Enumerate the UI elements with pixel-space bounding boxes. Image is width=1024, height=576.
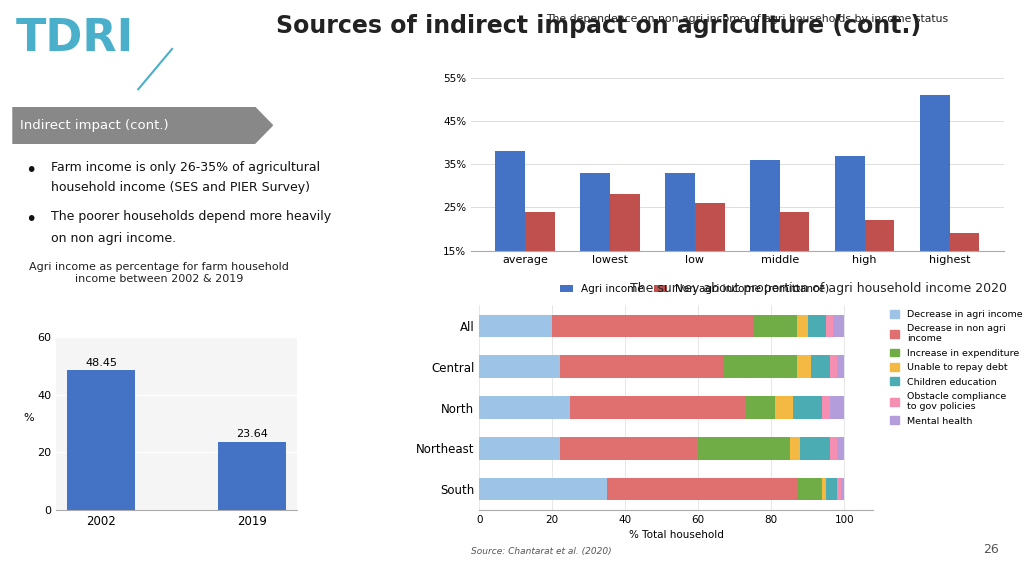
Bar	[525, 212, 555, 316]
Text: household income (SES and PIER Survey): household income (SES and PIER Survey)	[51, 181, 310, 195]
Bar	[479, 355, 559, 378]
Legend: Agri income, Non agri income (remittance): Agri income, Non agri income (remittance…	[556, 280, 834, 298]
Bar	[779, 212, 809, 316]
Bar	[790, 437, 801, 460]
Text: Source: Chantarat et al. (2020): Source: Chantarat et al. (2020)	[471, 547, 611, 556]
Bar	[949, 233, 979, 316]
Bar	[794, 396, 822, 419]
Bar	[479, 396, 570, 419]
Bar	[837, 437, 844, 460]
Legend: Decrease in agri income, Decrease in non agri
income, Increase in expenditure, U: Decrease in agri income, Decrease in non…	[886, 306, 1024, 429]
Bar	[835, 156, 864, 316]
Bar	[750, 160, 779, 316]
Bar	[837, 478, 841, 501]
Bar	[841, 478, 844, 501]
Text: •: •	[26, 161, 37, 180]
Bar	[775, 396, 794, 419]
Bar	[666, 173, 695, 316]
X-axis label: % Total household: % Total household	[629, 530, 724, 540]
Bar	[829, 355, 837, 378]
Bar	[552, 314, 753, 337]
Bar	[822, 478, 826, 501]
Bar	[920, 95, 949, 316]
Bar	[834, 314, 844, 337]
Bar	[698, 437, 790, 460]
Polygon shape	[12, 107, 273, 144]
Text: Farm income is only 26-35% of agricultural: Farm income is only 26-35% of agricultur…	[51, 161, 321, 175]
Y-axis label: %: %	[24, 414, 35, 423]
Bar	[745, 396, 775, 419]
Bar	[479, 478, 607, 501]
Bar	[724, 355, 797, 378]
Bar	[811, 355, 829, 378]
Bar	[610, 195, 640, 316]
Bar	[68, 370, 135, 510]
Text: 48.45: 48.45	[85, 358, 117, 368]
Bar	[559, 355, 724, 378]
Bar	[864, 221, 894, 316]
Text: 23.64: 23.64	[237, 429, 268, 439]
Bar	[797, 478, 822, 501]
Bar	[826, 478, 837, 501]
Bar	[496, 151, 525, 316]
Text: on non agri income.: on non agri income.	[51, 232, 176, 245]
Bar	[808, 314, 826, 337]
Bar	[797, 355, 811, 378]
Bar	[559, 437, 698, 460]
Text: The survey about proportion of agri household income 2020: The survey about proportion of agri hous…	[630, 282, 1007, 295]
Bar	[570, 396, 745, 419]
Bar	[826, 314, 834, 337]
Text: 26: 26	[983, 543, 998, 556]
Bar	[753, 314, 797, 337]
Bar	[479, 437, 559, 460]
Bar	[581, 173, 610, 316]
Bar	[829, 396, 844, 419]
Bar	[695, 203, 725, 316]
Text: The dependence on non agri income of agri households by income status: The dependence on non agri income of agr…	[547, 14, 948, 24]
Bar	[837, 355, 844, 378]
Text: The poorer households depend more heavily: The poorer households depend more heavil…	[51, 210, 332, 223]
Text: Sources of indirect impact on agriculture (cont.): Sources of indirect impact on agricultur…	[276, 14, 922, 39]
Bar	[829, 437, 837, 460]
Bar	[822, 396, 829, 419]
Text: TDRI: TDRI	[15, 17, 133, 60]
Text: •: •	[26, 210, 37, 229]
Bar	[218, 442, 286, 510]
Bar	[797, 314, 808, 337]
Text: Agri income as percentage for farm household
income between 2002 & 2019: Agri income as percentage for farm house…	[29, 262, 289, 284]
Bar	[607, 478, 797, 501]
Bar	[801, 437, 829, 460]
Bar	[479, 314, 552, 337]
Text: Indirect impact (cont.): Indirect impact (cont.)	[20, 119, 169, 132]
